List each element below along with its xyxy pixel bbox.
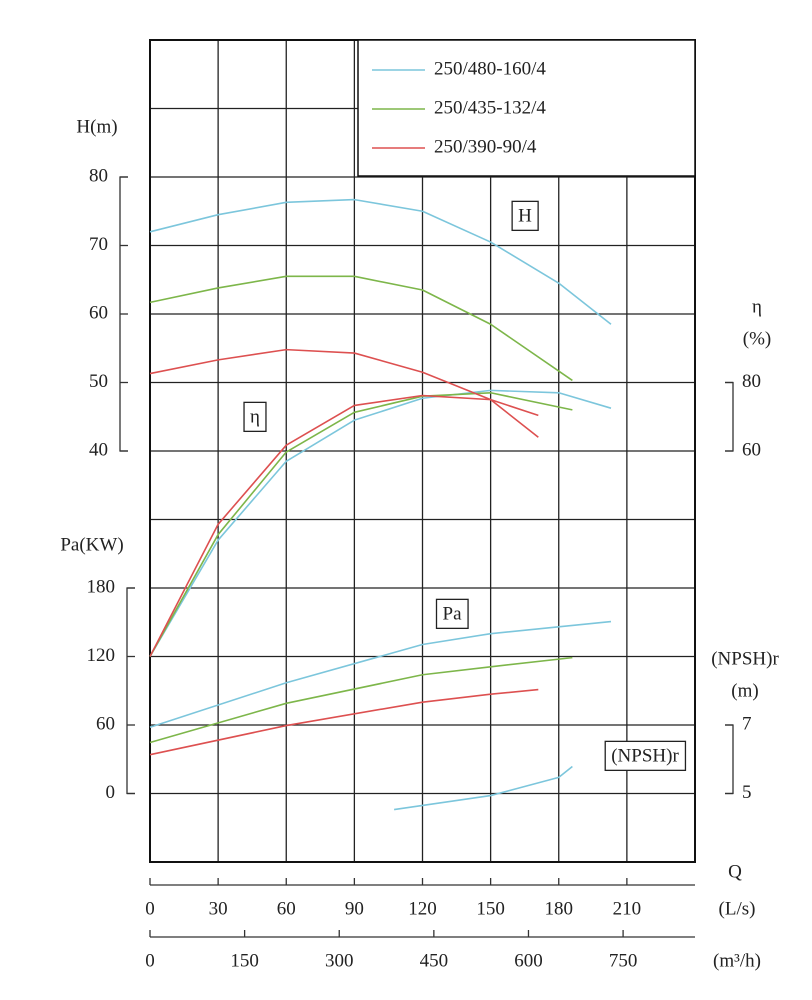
x-tick-label: 120 (408, 898, 437, 919)
axis-line (725, 724, 734, 795)
x-tick-label: 150 (230, 950, 259, 971)
curve (149, 275, 573, 382)
y-tick-label: 120 (87, 645, 116, 666)
x-tick-label: 750 (609, 950, 638, 971)
curve-annotation: η (250, 406, 260, 427)
x-tick-label: 90 (345, 898, 364, 919)
axis-line (725, 381, 734, 452)
y-tick-label: 60 (89, 302, 108, 323)
curve (149, 656, 573, 744)
legend-label: 250/480-160/4 (434, 58, 546, 79)
legend-label: 250/435-132/4 (434, 97, 546, 118)
x2-axis-unit: (m³/h) (713, 950, 761, 971)
curve-annotation: (NPSH)r (611, 745, 679, 766)
legend-label: 250/390-90/4 (434, 136, 537, 157)
curve-annotation: H (518, 205, 532, 226)
x-tick-label: 60 (277, 898, 296, 919)
y-tick-label: 180 (87, 576, 116, 597)
x-tick-label: 600 (514, 950, 543, 971)
curve (149, 688, 539, 756)
axis-label: (NPSH)r (711, 648, 779, 669)
x-tick-label: 300 (325, 950, 354, 971)
axis-label: (m) (731, 680, 758, 701)
y-tick-label: 60 (742, 439, 761, 460)
x-tick-label: 210 (613, 898, 642, 919)
curve (149, 389, 612, 657)
x-tick-label: 150 (476, 898, 505, 919)
x-tick-label: 30 (209, 898, 228, 919)
curve (149, 394, 539, 657)
y-tick-label: 40 (89, 439, 108, 460)
axis-label: H(m) (76, 116, 117, 137)
y-tick-label: 70 (89, 234, 108, 255)
x-tick-label: 450 (420, 950, 449, 971)
y-tick-label: 7 (742, 713, 752, 734)
curve (149, 198, 612, 325)
axis-line (126, 587, 135, 795)
curve (149, 391, 573, 657)
axis-label: (%) (743, 328, 771, 349)
y-tick-label: 50 (89, 371, 108, 392)
legend (357, 39, 696, 177)
annotation-box (511, 200, 539, 232)
curve (149, 620, 612, 729)
y-tick-label: 80 (89, 165, 108, 186)
x-axis-label: Q (728, 861, 742, 882)
axis-label: Pa(KW) (60, 534, 123, 555)
y-tick-label: 0 (106, 782, 116, 803)
annotation-box (243, 401, 267, 433)
curve (393, 765, 573, 811)
curve-annotation: Pa (443, 603, 463, 624)
axis-label: η (752, 296, 762, 317)
y-tick-label: 80 (742, 371, 761, 392)
x-tick-label: 0 (145, 898, 155, 919)
x-tick-label: 0 (145, 950, 155, 971)
annotation-box (604, 740, 687, 772)
y-tick-label: 5 (742, 782, 752, 803)
x-tick-label: 180 (545, 898, 574, 919)
x-axis-unit: (L/s) (719, 898, 756, 919)
y-tick-label: 60 (96, 713, 115, 734)
annotation-box (435, 598, 469, 630)
